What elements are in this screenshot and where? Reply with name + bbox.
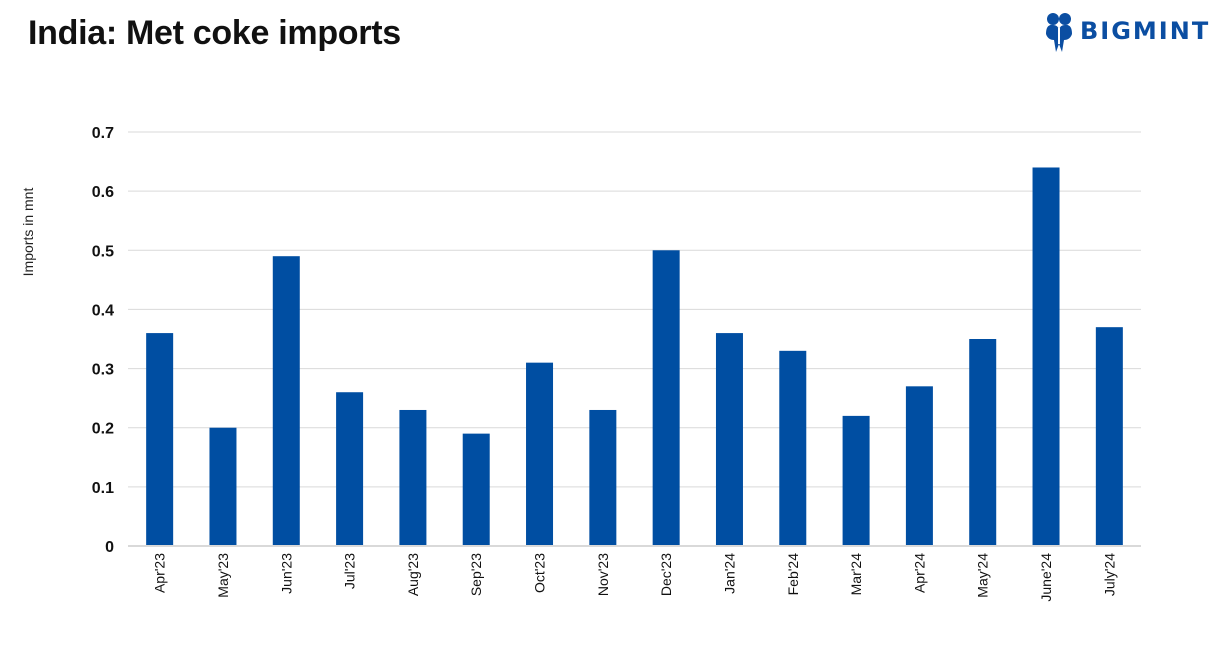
y-tick-label: 0.5: [92, 243, 114, 260]
bar: [526, 362, 554, 545]
logo-text: BIGMINT: [1080, 17, 1211, 45]
x-tick-label: Nov'23: [595, 553, 611, 596]
bigmint-logo: BIGMINT: [1044, 10, 1210, 52]
y-tick-label: 0.4: [92, 302, 114, 319]
bar: [842, 415, 870, 545]
y-tick-label: 0: [105, 539, 114, 556]
x-tick-label: Apr'23: [152, 553, 168, 593]
bar: [146, 333, 174, 545]
bar: [589, 409, 617, 545]
x-tick-label: Oct'23: [532, 553, 548, 593]
x-tick-label: May'24: [975, 553, 991, 598]
bar: [209, 427, 237, 545]
chart-title: India: Met coke imports: [28, 14, 401, 52]
bar: [462, 433, 490, 545]
bar: [336, 392, 364, 545]
bar: [779, 350, 807, 545]
x-tick-label: Jun'23: [278, 553, 294, 594]
y-tick-label: 0.6: [92, 184, 114, 201]
y-tick-label: 0.2: [92, 421, 114, 438]
x-tick-label: July'24: [1101, 553, 1117, 596]
bar: [272, 256, 300, 545]
bar: [652, 250, 680, 546]
y-tick-label: 0.7: [92, 125, 114, 142]
bar: [1095, 327, 1123, 545]
bar: [399, 409, 427, 545]
bar: [715, 333, 743, 545]
y-tick-label: 0.1: [92, 480, 114, 497]
bar: [969, 339, 997, 545]
x-tick-label: Mar'24: [848, 553, 864, 596]
bar: [905, 386, 933, 545]
x-tick-label: Sep'23: [468, 553, 484, 596]
x-tick-label: Feb'24: [785, 553, 801, 596]
y-tick-label: 0.3: [92, 362, 114, 379]
x-tick-label: Aug'23: [405, 553, 421, 596]
x-tick-label: Jul'23: [342, 553, 358, 589]
y-axis-label: Imports in mnt: [20, 188, 36, 277]
x-tick-label: Apr'24: [911, 553, 927, 593]
bigmint-logo-icon: [1046, 13, 1072, 52]
x-tick-label: Jan'24: [721, 553, 737, 594]
x-tick-label: June'24: [1038, 553, 1054, 602]
x-tick-label: Dec'23: [658, 553, 674, 596]
bar: [1032, 167, 1060, 545]
x-tick-label: May'23: [215, 553, 231, 598]
